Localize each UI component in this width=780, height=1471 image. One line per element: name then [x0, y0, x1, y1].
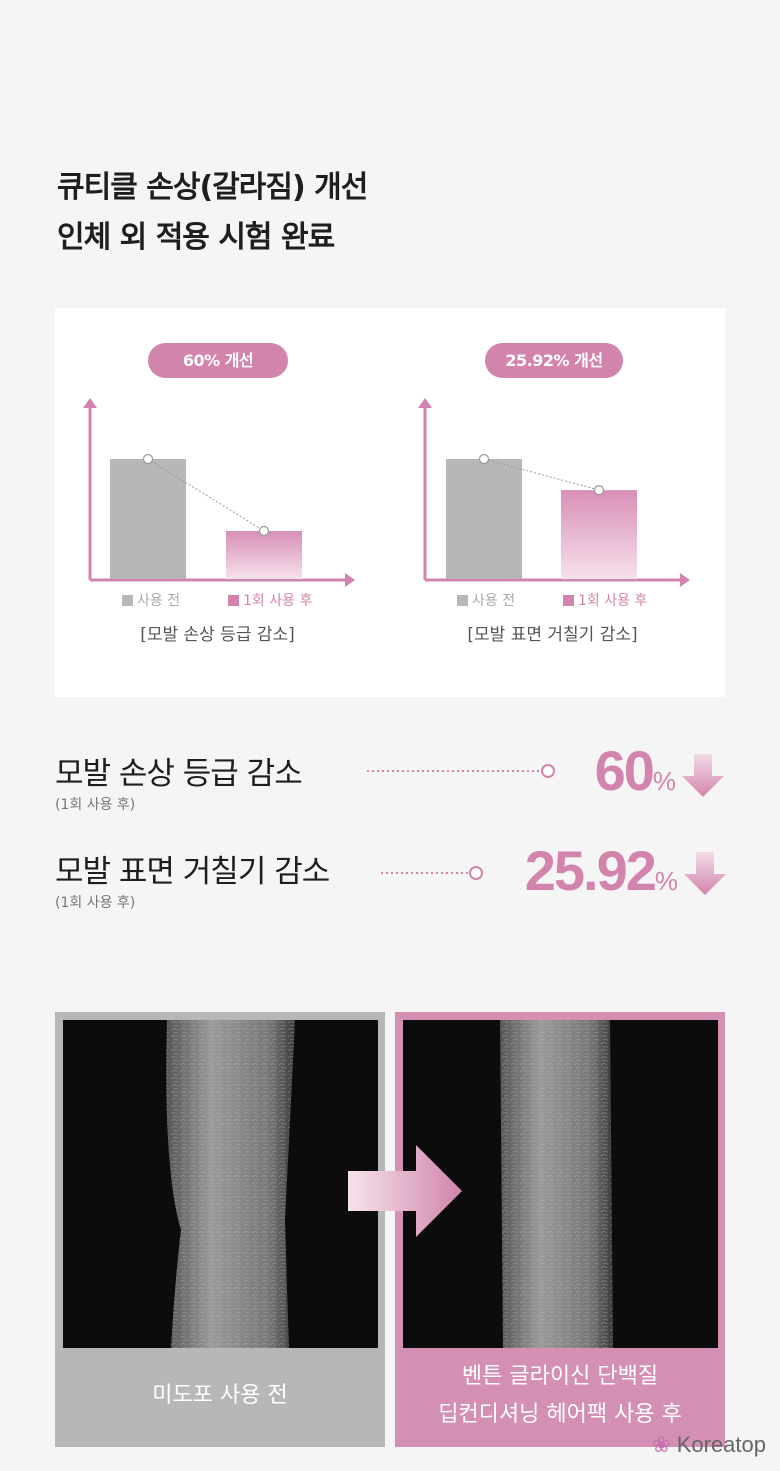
legend-label: 사용 전 [472, 593, 516, 609]
watermark: ❀ Koreatop [652, 1432, 766, 1458]
legend-label: 1회 사용 후 [578, 593, 648, 609]
after-photo-card: 벤튼 글라이신 단백질 딥컨디셔닝 헤어팩 사용 후 [395, 1012, 725, 1447]
chart1-title: [모발 손상 등급 감소] [140, 625, 295, 645]
result1-sub: (1회 사용 후) [55, 797, 136, 813]
after-caption-line2: 딥컨디셔닝 헤어팩 사용 후 [438, 1402, 682, 1427]
trend-line [147, 458, 265, 532]
chart2-legend-before: 사용 전 [457, 590, 515, 610]
result-connectors [367, 754, 726, 895]
legend-swatch [457, 595, 468, 606]
bar-after [561, 490, 637, 579]
down-arrow-icon [682, 754, 724, 797]
chart1-legend-after: 1회 사용 후 [228, 590, 312, 610]
legend-swatch [228, 595, 239, 606]
value-number: 60 [594, 739, 655, 802]
value-number: 25.92 [524, 839, 657, 902]
y-axis-arrow [418, 398, 432, 408]
circle-marker [469, 866, 483, 880]
result2-label: 모발 표면 거칠기 감소 [55, 854, 330, 890]
chart2-legend-after: 1회 사용 후 [563, 590, 647, 610]
data-point [142, 453, 154, 465]
value-unit: % [652, 766, 676, 796]
chart1-plot [83, 398, 690, 587]
chart1-badge: 60% 개선 [148, 343, 288, 378]
before-photo-card: 미도포 사용 전 [55, 1012, 385, 1447]
result1-label: 모발 손상 등급 감소 [55, 756, 303, 792]
data-point [258, 525, 270, 537]
right-arrow-icon [348, 1145, 462, 1237]
x-axis-arrow [345, 573, 355, 587]
data-point [478, 453, 490, 465]
legend-swatch [122, 595, 133, 606]
before-caption: 미도포 사용 전 [152, 1383, 288, 1408]
value-unit: % [654, 866, 678, 896]
x-axis-arrow [680, 573, 690, 587]
y-axis-arrow [83, 398, 97, 408]
page-title-line1: 큐티클 손상(갈라짐) 개선 [57, 170, 368, 205]
bar-before [446, 459, 522, 579]
bar-after [226, 531, 302, 579]
lotus-logo-icon: ❀ [652, 1432, 671, 1457]
chart2-title: [모발 표면 거칠기 감소] [467, 625, 638, 645]
legend-label: 사용 전 [137, 593, 181, 609]
result2-value: 25.92% [525, 838, 678, 903]
after-caption-line1: 벤튼 글라이신 단백질 [461, 1364, 659, 1389]
legend-swatch [563, 595, 574, 606]
after-sem-image [403, 1020, 718, 1348]
page-title-line2: 인체 외 적용 시험 완료 [57, 220, 335, 255]
chart2-badge: 25.92% 개선 [485, 343, 623, 378]
circle-marker [541, 764, 555, 778]
down-arrow-icon [684, 852, 726, 895]
legend-label: 1회 사용 후 [243, 593, 313, 609]
before-sem-image [63, 1020, 378, 1348]
result2-sub: (1회 사용 후) [55, 895, 136, 911]
data-point [593, 485, 605, 496]
watermark-text: Koreatop [676, 1432, 766, 1457]
result1-value: 60% [595, 738, 676, 803]
bar-before [110, 459, 186, 579]
chart1-legend-before: 사용 전 [122, 590, 180, 610]
